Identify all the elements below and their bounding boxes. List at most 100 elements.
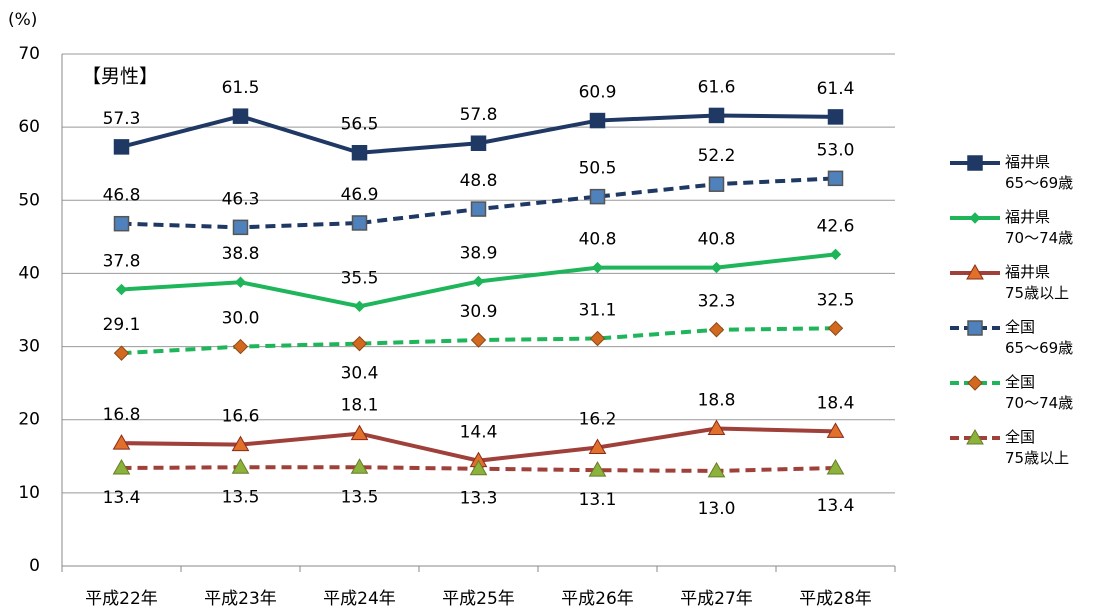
marker: [966, 428, 984, 445]
value-label: 48.8: [460, 171, 498, 191]
value-label: 32.5: [817, 290, 855, 310]
marker: [472, 275, 485, 288]
value-label: 57.3: [103, 109, 141, 129]
legend-label: 全国 70〜74歳: [1005, 373, 1074, 412]
marker: [591, 261, 604, 274]
annotation: 【男性】: [82, 66, 158, 88]
legend-label: 全国 65〜69歳: [1005, 318, 1074, 357]
marker: [588, 438, 607, 455]
marker: [351, 335, 368, 352]
value-label: 30.9: [460, 302, 498, 322]
value-label: 18.4: [817, 393, 855, 413]
marker: [967, 375, 983, 391]
marker: [231, 458, 250, 474]
y-tick-label: 40: [18, 263, 40, 283]
marker: [710, 261, 723, 274]
marker: [827, 320, 844, 336]
value-label: 13.0: [698, 499, 736, 519]
marker: [350, 458, 369, 474]
marker: [829, 248, 842, 261]
value-label: 52.2: [698, 146, 736, 166]
value-label: 13.4: [817, 496, 855, 516]
value-label: 13.5: [341, 487, 379, 507]
marker: [234, 276, 247, 288]
marker: [967, 320, 983, 336]
marker: [469, 459, 488, 476]
y-tick-label: 50: [18, 190, 40, 210]
value-label: 61.6: [698, 77, 736, 97]
value-label: 46.8: [103, 186, 141, 206]
unit-label: (%): [8, 10, 37, 30]
value-label: 40.8: [698, 230, 736, 250]
marker: [113, 345, 130, 361]
marker: [966, 263, 984, 280]
marker: [588, 461, 607, 477]
value-label: 29.1: [103, 315, 141, 335]
marker: [967, 155, 983, 171]
marker: [232, 338, 249, 355]
value-label: 42.6: [817, 216, 855, 236]
y-tick-label: 0: [29, 556, 40, 576]
value-label: 13.3: [460, 489, 498, 509]
value-label: 30.0: [222, 309, 260, 329]
marker: [708, 322, 725, 338]
x-tick-label: 平成26年: [561, 589, 634, 609]
value-label: 61.5: [222, 78, 260, 98]
y-tick-label: 20: [18, 410, 40, 430]
marker: [351, 215, 368, 231]
value-label: 60.9: [579, 83, 617, 103]
value-label: 38.8: [222, 244, 260, 264]
marker: [113, 139, 130, 155]
value-label: 18.1: [341, 396, 379, 416]
y-tick-label: 10: [18, 483, 40, 503]
marker: [827, 170, 844, 187]
value-label: 46.9: [341, 185, 379, 205]
y-tick-label: 70: [18, 44, 40, 64]
marker: [112, 434, 131, 450]
marker: [826, 458, 845, 475]
x-tick-label: 平成27年: [680, 589, 753, 609]
marker: [351, 144, 368, 161]
y-tick-label: 30: [18, 337, 40, 357]
value-label: 32.3: [698, 292, 736, 312]
value-label: 37.8: [103, 252, 141, 272]
x-tick-label: 平成24年: [323, 589, 396, 609]
marker: [969, 212, 981, 224]
value-label: 13.1: [579, 490, 617, 510]
marker: [470, 135, 487, 151]
marker: [115, 283, 128, 296]
marker: [350, 424, 369, 441]
marker: [826, 422, 845, 438]
marker: [708, 107, 725, 124]
marker: [232, 108, 249, 124]
value-label: 50.5: [579, 159, 617, 179]
marker: [353, 300, 366, 313]
value-label: 13.4: [103, 488, 141, 508]
x-tick-label: 平成28年: [799, 589, 872, 609]
marker: [708, 176, 725, 192]
legend-label: 福井県 65〜69歳: [1005, 153, 1074, 192]
marker: [231, 435, 250, 452]
marker: [112, 458, 131, 475]
marker: [232, 219, 249, 236]
value-label: 35.5: [341, 268, 379, 288]
value-label: 57.8: [460, 105, 498, 125]
marker: [707, 461, 726, 478]
marker: [113, 215, 130, 232]
value-label: 30.4: [341, 364, 379, 384]
legend-label: 福井県 70〜74歳: [1005, 208, 1074, 247]
value-label: 56.5: [341, 115, 379, 135]
value-label: 16.2: [579, 410, 617, 430]
value-label: 46.3: [222, 189, 260, 209]
marker: [589, 112, 606, 129]
value-label: 61.4: [817, 79, 855, 99]
value-label: 16.6: [222, 407, 260, 427]
legend-label: 全国 75歳以上: [1005, 428, 1070, 467]
value-label: 18.8: [698, 390, 736, 410]
value-label: 13.5: [222, 487, 260, 507]
legend-label: 福井県 75歳以上: [1005, 263, 1070, 302]
x-tick-label: 平成25年: [442, 589, 515, 609]
marker: [470, 201, 487, 217]
